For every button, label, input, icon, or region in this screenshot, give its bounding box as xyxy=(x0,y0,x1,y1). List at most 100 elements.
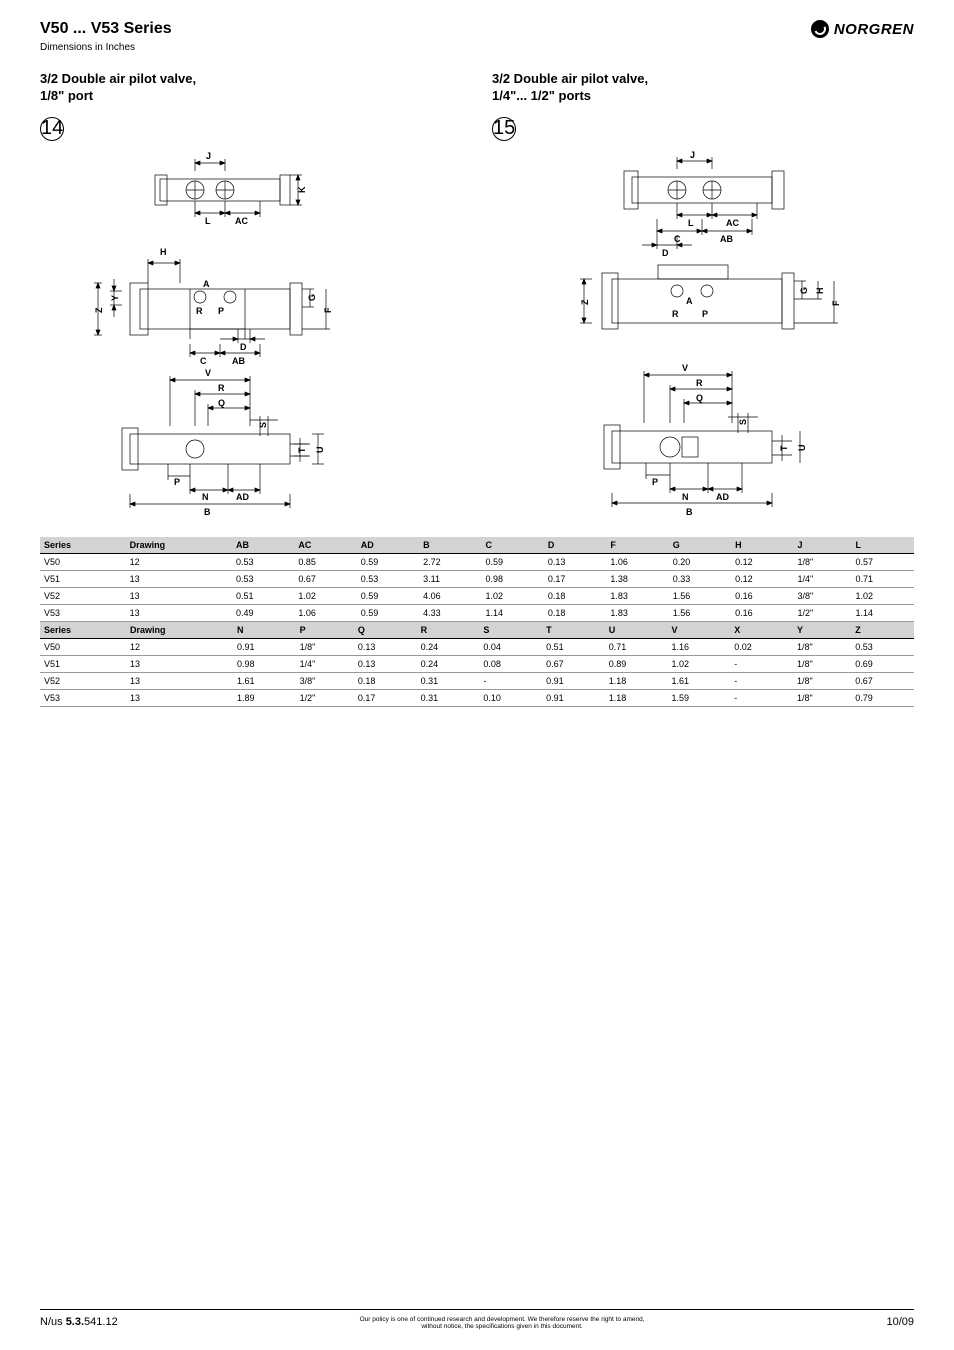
svg-text:C: C xyxy=(674,234,681,244)
table-cell: 0.49 xyxy=(232,604,294,621)
table-header: J xyxy=(793,537,851,554)
table-cell: 0.16 xyxy=(731,604,793,621)
svg-text:T: T xyxy=(297,447,307,453)
svg-text:F: F xyxy=(831,300,841,306)
table-header: U xyxy=(605,622,668,639)
svg-text:B: B xyxy=(204,507,211,517)
svg-text:P: P xyxy=(702,309,708,319)
table-cell: 1.14 xyxy=(482,604,544,621)
table-cell: 1.83 xyxy=(606,587,668,604)
svg-text:P: P xyxy=(218,306,224,316)
logo-text: NORGREN xyxy=(834,21,914,38)
table-cell: 3/8" xyxy=(296,672,354,689)
table-cell: 12 xyxy=(126,553,232,570)
table-cell: 0.31 xyxy=(417,689,480,706)
table-cell: 1.14 xyxy=(851,604,914,621)
svg-text:P: P xyxy=(652,477,658,487)
drawing-number-15: 15 xyxy=(492,117,516,141)
table-cell: 0.53 xyxy=(232,553,294,570)
page-footer: N/us 5.3.541.12 Our policy is one of con… xyxy=(40,1309,914,1330)
svg-text:AC: AC xyxy=(235,216,248,226)
table-header: D xyxy=(544,537,606,554)
table-cell: 1.02 xyxy=(851,587,914,604)
table-header: Y xyxy=(793,622,851,639)
table-header: R xyxy=(417,622,480,639)
table-header: G xyxy=(669,537,731,554)
svg-text:L: L xyxy=(205,216,211,226)
table-row: V53131.891/2"0.170.310.100.911.181.59-1/… xyxy=(40,689,914,706)
table-cell: 0.98 xyxy=(482,570,544,587)
table-cell: 0.91 xyxy=(542,689,605,706)
table-cell: - xyxy=(730,689,793,706)
table-cell: 1/8" xyxy=(793,655,851,672)
table-cell: 0.13 xyxy=(354,655,417,672)
table-cell: 0.12 xyxy=(731,570,793,587)
table-cell: 4.33 xyxy=(419,604,481,621)
table-cell: 13 xyxy=(126,570,232,587)
table-header: N xyxy=(233,622,296,639)
table-header: S xyxy=(479,622,542,639)
table-cell: 0.18 xyxy=(354,672,417,689)
svg-text:S: S xyxy=(258,422,268,428)
table-header: C xyxy=(482,537,544,554)
svg-text:Z: Z xyxy=(94,307,104,313)
table-cell: 0.53 xyxy=(232,570,294,587)
table-cell: 0.24 xyxy=(417,638,480,655)
svg-text:V: V xyxy=(205,368,211,378)
table-cell: 1.56 xyxy=(669,604,731,621)
table-cell: 1.61 xyxy=(668,672,731,689)
table-header: Z xyxy=(851,622,914,639)
table-cell: 0.13 xyxy=(354,638,417,655)
table-cell: 1.89 xyxy=(233,689,296,706)
table-cell: 1.83 xyxy=(606,604,668,621)
table-cell: 1/8" xyxy=(793,689,851,706)
table-cell: 1.02 xyxy=(668,655,731,672)
table-cell: 0.02 xyxy=(730,638,793,655)
table-header: B xyxy=(419,537,481,554)
svg-text:U: U xyxy=(797,444,807,451)
table-cell: 0.53 xyxy=(357,570,419,587)
svg-text:AC: AC xyxy=(726,218,739,228)
svg-text:G: G xyxy=(307,294,317,301)
table-row: V52131.613/8"0.180.31-0.911.181.61-1/8"0… xyxy=(40,672,914,689)
table-cell: 1/2" xyxy=(793,604,851,621)
logo-swirl-icon xyxy=(811,20,829,38)
table-cell: 0.57 xyxy=(851,553,914,570)
table-cell: 0.59 xyxy=(357,587,419,604)
svg-text:H: H xyxy=(160,247,167,257)
logo: NORGREN xyxy=(811,20,914,38)
table-cell: V53 xyxy=(40,689,126,706)
table-header: Drawing xyxy=(126,537,232,554)
table-cell: - xyxy=(730,672,793,689)
product-title-left: 3/2 Double air pilot valve, 1/8" port xyxy=(40,71,462,105)
footer-page-ref: N/us 5.3.541.12 xyxy=(40,1316,118,1328)
svg-text:F: F xyxy=(323,307,333,313)
table-cell: V51 xyxy=(40,655,126,672)
table-cell: 0.59 xyxy=(357,553,419,570)
table-cell: 0.13 xyxy=(544,553,606,570)
table-cell: 0.53 xyxy=(851,638,914,655)
table-header: F xyxy=(606,537,668,554)
svg-text:A: A xyxy=(686,296,693,306)
table-header: Drawing xyxy=(126,622,233,639)
table-cell: 1.38 xyxy=(606,570,668,587)
svg-text:B: B xyxy=(686,507,693,517)
table-header: T xyxy=(542,622,605,639)
table-cell: 0.51 xyxy=(232,587,294,604)
table-cell: 1/4" xyxy=(296,655,354,672)
table-cell: 13 xyxy=(126,604,232,621)
series-title: V50 ... V53 Series xyxy=(40,20,172,38)
svg-text:H: H xyxy=(815,287,825,294)
table-cell: 0.31 xyxy=(417,672,480,689)
table-cell: 0.67 xyxy=(294,570,356,587)
table-cell: 4.06 xyxy=(419,587,481,604)
table-cell: 0.89 xyxy=(605,655,668,672)
table-cell: 0.12 xyxy=(731,553,793,570)
svg-text:U: U xyxy=(315,446,325,453)
table-header: Q xyxy=(354,622,417,639)
table-cell: 0.18 xyxy=(544,587,606,604)
svg-text:R: R xyxy=(696,378,703,388)
table-cell: 0.33 xyxy=(669,570,731,587)
svg-text:J: J xyxy=(690,150,695,160)
dimensions-subtitle: Dimensions in Inches xyxy=(40,42,914,53)
